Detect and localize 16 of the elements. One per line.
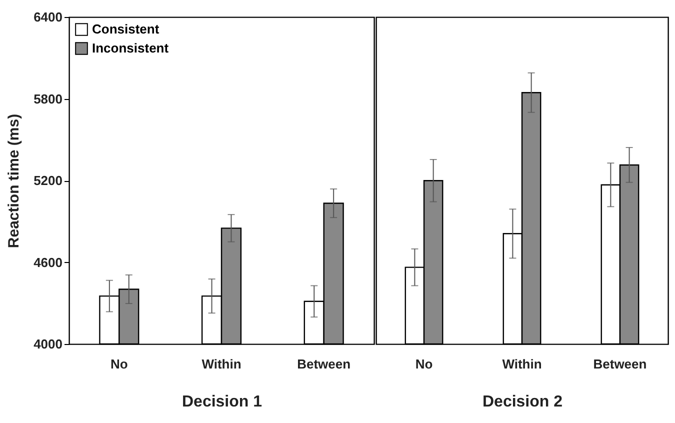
y-tick-label: 4000 [34,336,62,352]
x-tick-label: Within [202,356,242,372]
x-tick-label: Between [593,356,647,372]
legend-label: Inconsistent [92,40,170,56]
y-tick-label: 6400 [34,10,62,24]
legend-label: Consistent [92,22,160,36]
x-tick-label: Between [297,356,351,372]
y-axis-title: Reaction time (ms) [6,114,23,248]
x-axis-title: Decision 2 [482,394,563,410]
x-tick-label: Within [502,356,542,372]
x-tick-label: No [415,356,433,372]
x-axis-title: Decision 1 [182,394,262,410]
x-tick-label: No [110,356,128,372]
y-tick-label: 5800 [34,91,62,106]
y-tick-label: 4600 [34,254,62,270]
y-tick-label: 5200 [34,173,62,188]
